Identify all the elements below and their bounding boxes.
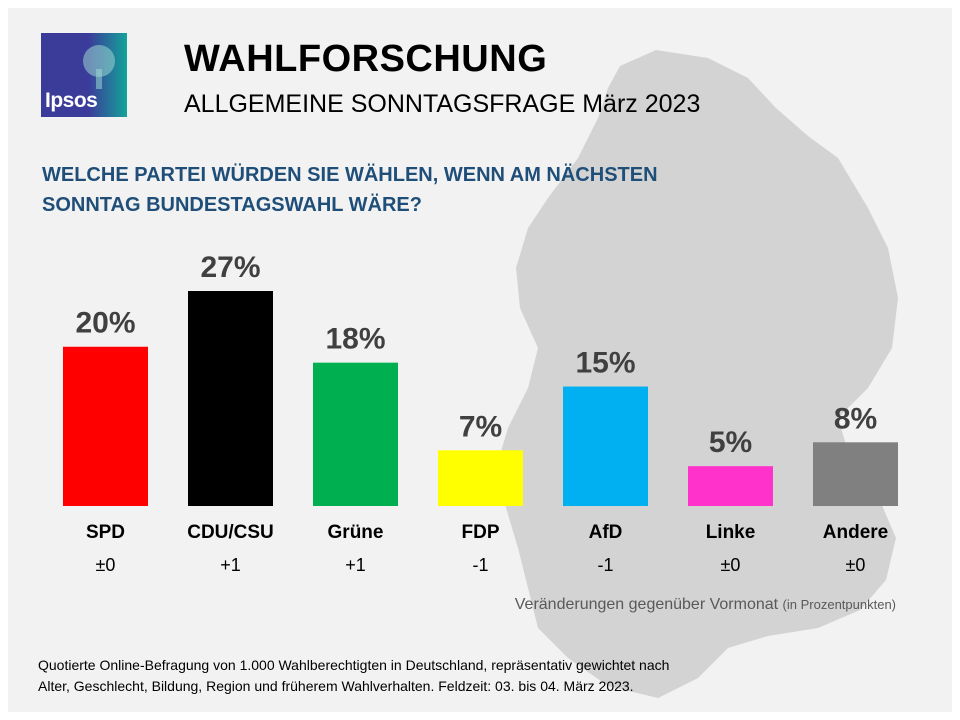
value-label-fdp: 7%: [459, 410, 502, 443]
bar-afd: [563, 386, 648, 506]
value-label-spd: 20%: [75, 307, 135, 340]
ipsos-logo: Ipsos: [41, 33, 127, 117]
change-label-fdp: -1: [472, 555, 488, 575]
slide-background: Ipsos WAHLFORSCHUNG ALLGEMEINE SONNTAGSF…: [8, 8, 952, 712]
bar-cdu-csu: [188, 291, 273, 506]
change-label-spd: ±0: [96, 555, 116, 575]
value-label-cdu-csu: 27%: [200, 251, 260, 284]
category-label-gr-ne: Grüne: [328, 522, 384, 543]
methodology-footnote: Quotierte Online-Befragung von 1.000 Wah…: [38, 655, 798, 697]
bar-chart: 20% SPD ±0 27% CDU/CSU +1 18% Grüne +1 7% FDP -1 15%…: [63, 251, 898, 575]
category-label-linke: Linke: [706, 522, 756, 543]
value-label-afd: 15%: [575, 347, 635, 380]
bar-linke: [688, 466, 773, 506]
footnote-line-1: Quotierte Online-Befragung von 1.000 Wah…: [38, 657, 670, 673]
change-label-andere: ±0: [846, 555, 866, 575]
change-note-unit: (in Prozentpunkten): [782, 597, 896, 612]
change-note: Veränderungen gegenüber Vormonat (in Pro…: [515, 596, 896, 614]
germany-map-silhouette: [496, 50, 898, 698]
category-label-afd: AfD: [589, 522, 623, 543]
value-label-andere: 8%: [834, 402, 877, 435]
footnote-line-2: Alter, Geschlecht, Bildung, Region und f…: [38, 678, 634, 694]
logo-tree-icon: [83, 45, 115, 89]
bar-fdp: [438, 450, 523, 506]
bar-andere: [813, 442, 898, 506]
bar-spd: [63, 346, 148, 506]
change-note-text: Veränderungen gegenüber Vormonat: [514, 596, 779, 613]
change-label-cdu-csu: +1: [220, 555, 241, 575]
page-title: WAHLFORSCHUNG: [184, 38, 548, 80]
category-label-spd: SPD: [86, 522, 125, 543]
category-label-cdu-csu: CDU/CSU: [187, 522, 274, 543]
category-label-andere: Andere: [823, 522, 888, 543]
page-subtitle: ALLGEMEINE SONNTAGSFRAGE März 2023: [184, 90, 701, 118]
survey-question: WELCHE PARTEI WÜRDEN SIE WÄHLEN, WENN AM…: [42, 164, 658, 216]
bar-gr-ne: [313, 362, 398, 506]
change-label-linke: ±0: [721, 555, 741, 575]
category-label-fdp: FDP: [462, 522, 500, 543]
change-label-gr-ne: +1: [345, 555, 366, 575]
value-label-linke: 5%: [709, 426, 752, 459]
logo-text: Ipsos: [45, 89, 98, 112]
change-label-afd: -1: [597, 555, 613, 575]
value-label-gr-ne: 18%: [325, 323, 385, 356]
